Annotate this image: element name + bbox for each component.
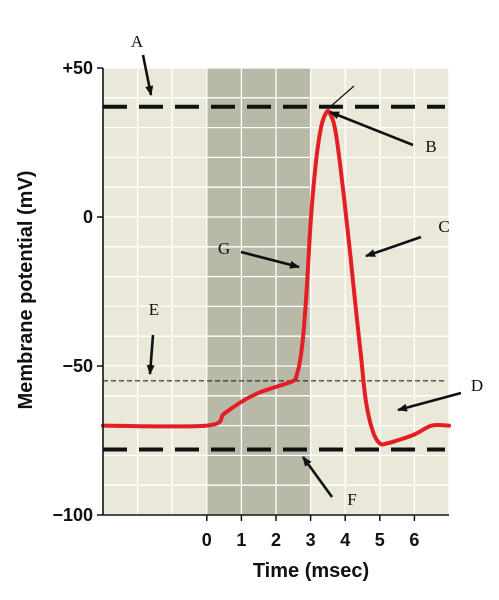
annotation-label-g: G [218,239,230,258]
action-potential-curve [101,108,451,447]
annotation-label-f: F [347,490,356,509]
annotation-label-a: A [131,32,144,51]
stimulus-shaded-region [206,68,311,515]
x-tick-label: 6 [409,530,419,550]
arrow-d [397,391,462,412]
peak-pointer-line [329,85,355,108]
x-tick-label: 0 [202,530,212,550]
arrow-e [146,334,155,375]
y-tick-label: −100 [52,505,93,525]
y-tick-label: +50 [62,58,93,78]
x-tick-label: 4 [340,530,350,550]
x-tick-label: 3 [306,530,316,550]
annotation-label-e: E [149,300,159,319]
x-tick-label: 5 [375,530,385,550]
annotation-label-b: B [425,137,436,156]
y-axis-ticks [97,67,103,516]
y-tick-label: −50 [62,356,93,376]
x-axis-ticks [206,515,416,521]
arrow-f [301,456,334,498]
annotation-label-c: C [438,217,449,236]
x-axis-title: Time (msec) [253,560,369,582]
arrow-c [365,235,422,258]
arrow-b [329,110,414,147]
arrow-a [141,54,154,96]
y-tick-label: 0 [83,207,93,227]
x-tick-label: 2 [271,530,281,550]
x-tick-label: 1 [236,530,246,550]
y-axis-title: Membrane potential (mV) [15,171,37,410]
arrow-g [240,250,300,269]
annotation-arrows [141,54,462,498]
annotation-label-d: D [471,376,483,395]
